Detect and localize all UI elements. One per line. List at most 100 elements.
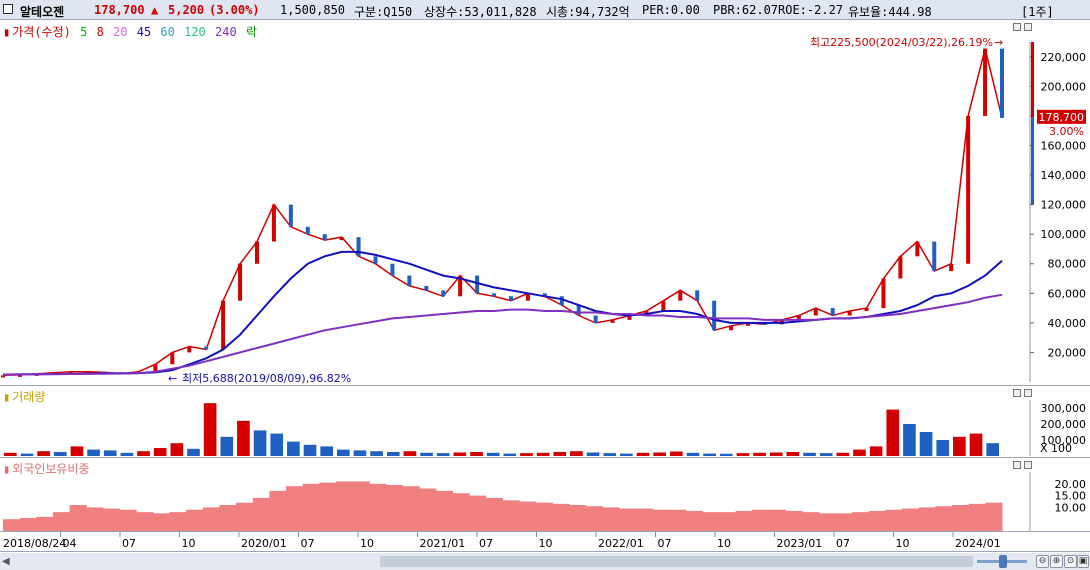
price-candle — [729, 325, 734, 331]
stock-name: 알테오젠 — [20, 5, 65, 19]
market-code: 구분:Q150 — [354, 5, 413, 19]
period-selector[interactable]: [1주] — [1021, 5, 1054, 19]
volume-bar — [4, 452, 17, 456]
foreign-bar — [219, 505, 237, 531]
series-line-45 — [2, 250, 1003, 376]
price-candle — [525, 293, 530, 301]
foreign-tick-label: 15.00 — [1055, 490, 1087, 503]
legend-ex-rights: 락 — [245, 25, 257, 39]
volume-bar — [103, 450, 117, 456]
zoom-out-icon[interactable]: ⊖ — [1036, 555, 1049, 568]
title-bar: 알테오젠 178,700 ▲ 5,200 (3.00%) 1,500,850 구… — [0, 0, 1090, 20]
foreign-bar — [435, 490, 454, 531]
volume-bar — [869, 446, 883, 456]
price-candle — [966, 115, 971, 264]
foreign-bar — [535, 502, 553, 531]
volume-bar — [353, 450, 367, 456]
panel-close-button[interactable] — [1024, 461, 1032, 469]
legend-foreign: 외국인보유비중 — [12, 462, 90, 476]
zoom-fit-icon[interactable]: ▣ — [1077, 555, 1089, 568]
price-candle — [542, 293, 547, 297]
date-tick-label: 2020/01 — [241, 537, 287, 550]
scroll-thumb[interactable] — [380, 556, 973, 567]
volume-bar — [953, 436, 966, 456]
select-checkbox[interactable] — [3, 4, 13, 14]
current-price: 178,700 — [94, 3, 145, 17]
panel-close-button[interactable] — [1024, 389, 1032, 397]
foreign-bar — [419, 488, 437, 531]
foreign-bar — [136, 512, 154, 531]
zoom-in-icon[interactable]: ⊕ — [1050, 555, 1063, 568]
volume-bar — [303, 444, 317, 456]
date-tick-label: 10 — [360, 537, 374, 550]
price-tick-label: 160,000 — [1041, 139, 1087, 152]
foreign-bar — [86, 507, 104, 531]
price-candle — [153, 364, 158, 372]
volume-tick-label: 100,000 — [1041, 434, 1087, 447]
date-tick-label: 2023/01 — [777, 537, 823, 550]
roe-value: ROE:-2.27 — [778, 3, 844, 17]
price-candle — [746, 322, 751, 326]
volume-bar — [819, 453, 833, 456]
scroll-left-arrow[interactable]: ◀ — [0, 554, 12, 569]
price-candle — [475, 275, 480, 294]
price-candle — [915, 241, 920, 257]
low-annotation: 최저5,688(2019/08/09),96.82% — [182, 372, 351, 385]
scroll-bar[interactable]: ◀ ⊖ ⊕ ⊙ ▣ — [0, 553, 1090, 570]
high-arrow-icon: → — [994, 36, 1003, 49]
volume-bar — [536, 452, 550, 456]
volume-bar — [919, 432, 933, 456]
panel-minimize-button[interactable] — [1013, 461, 1021, 469]
volume-bar — [686, 452, 700, 456]
volume-bar — [386, 452, 400, 456]
price-candle — [813, 308, 818, 316]
zoom-slider-handle[interactable] — [999, 555, 1007, 568]
volume-bar — [203, 403, 217, 456]
volume-bar — [370, 451, 383, 456]
zoom-reset-icon[interactable]: ⊙ — [1064, 555, 1077, 568]
price-panel[interactable]: ▮ 가격(수정) 5 8 20 45 60 120 240 락 20,000 40,… — [0, 20, 1090, 386]
price-candle — [881, 278, 886, 309]
price-candle — [576, 305, 581, 316]
foreign-bar — [635, 508, 653, 531]
volume-bar — [886, 409, 900, 456]
volume-bar — [503, 453, 517, 456]
date-tick-label: 10 — [539, 537, 553, 550]
volume-bar — [620, 453, 633, 456]
volume-bar — [803, 452, 816, 456]
volume-bar — [170, 443, 184, 456]
price-change-pct: (3.00%) — [209, 3, 260, 17]
foreign-bar — [336, 481, 354, 531]
panel-minimize-button[interactable] — [1013, 389, 1021, 397]
foreign-bar — [785, 510, 803, 531]
date-axis: 2018/08/24 04 07 10 2020/01 07 10 2021/01 07 10 20… — [0, 532, 1090, 552]
price-candle — [170, 352, 175, 365]
price-candle — [695, 290, 700, 301]
foreign-bar — [552, 503, 570, 531]
foreign-bar — [602, 507, 620, 531]
price-candle — [254, 241, 259, 264]
foreign-bar — [3, 519, 21, 531]
series-line-240 — [2, 293, 1003, 376]
price-candle — [627, 315, 632, 320]
pbr-value: PBR:62.07 — [713, 3, 779, 17]
volume-bar — [120, 452, 134, 456]
price-candle — [593, 315, 598, 323]
volume-bar — [420, 452, 433, 456]
price-candle — [305, 226, 310, 235]
foreign-panel[interactable]: ▮ 외국인보유비중 10.00 15.00 20.00 — [0, 458, 1090, 532]
foreign-bar — [968, 503, 986, 531]
volume-bar — [936, 440, 950, 456]
foreign-bar — [169, 512, 187, 531]
volume-bar — [320, 446, 333, 456]
price-candle — [339, 237, 344, 241]
price-tick-label: 80,000 — [1048, 258, 1087, 271]
panel-minimize-button[interactable] — [1013, 23, 1021, 31]
volume-bar — [786, 452, 800, 456]
legend-ma8: 8 — [96, 25, 104, 39]
price-candle — [356, 237, 361, 257]
panel-close-button[interactable] — [1024, 23, 1032, 31]
volume-bar — [653, 452, 666, 456]
volume-panel[interactable]: ▮ 거래량 100,000 200,000 300,000 X 100 — [0, 386, 1090, 458]
zoom-slider[interactable] — [977, 555, 1027, 568]
